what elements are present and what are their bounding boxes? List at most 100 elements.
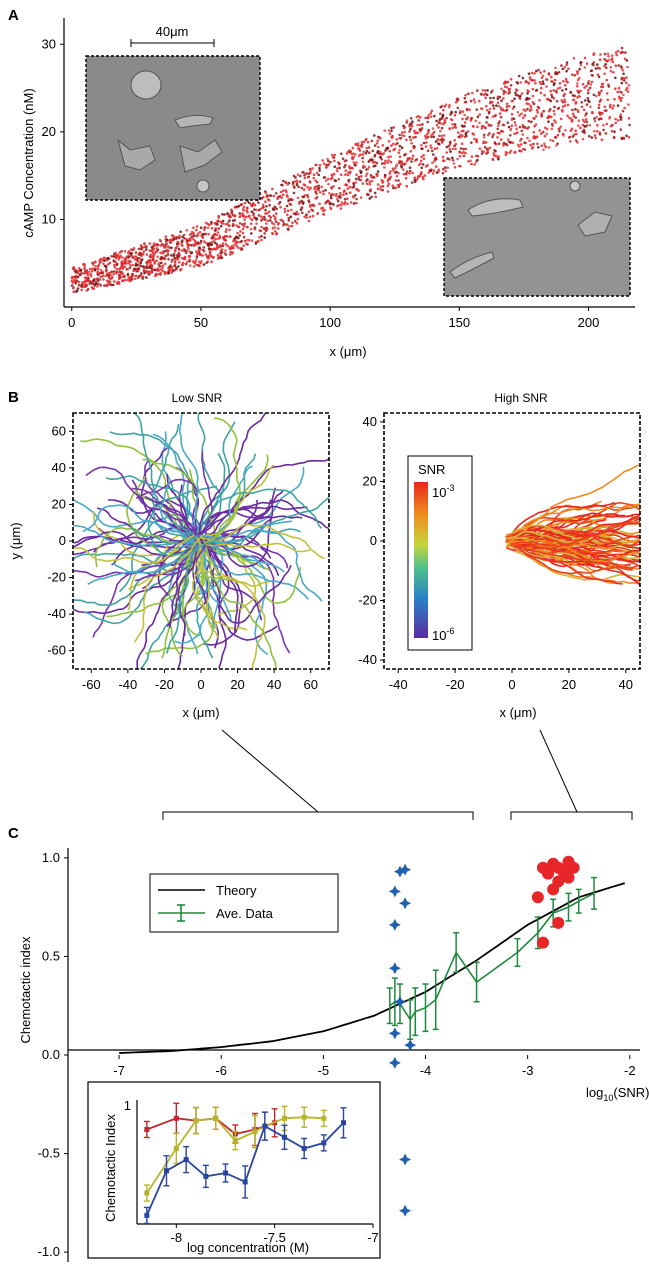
cell-track [199,466,305,539]
concentration-point [388,132,392,135]
concentration-point [583,56,587,60]
concentration-point [486,89,489,92]
concentration-point [292,174,296,178]
inset-x-tick-label: -7.5 [263,1230,285,1245]
concentration-point [235,224,238,227]
concentration-point [370,139,374,143]
concentration-point [622,72,625,76]
concentration-point [205,261,208,265]
concentration-point [150,271,153,274]
concentration-point [108,261,112,265]
concentration-point [543,69,546,73]
concentration-point [500,129,503,133]
concentration-point [238,221,242,225]
low-snr-point [388,885,401,898]
concentration-point [338,186,341,190]
concentration-point [339,173,343,176]
concentration-point [105,266,108,269]
cell-track [195,458,329,536]
concentration-point [543,93,546,97]
concentration-point [514,124,517,127]
concentration-point [202,248,205,252]
concentration-point [248,201,251,205]
concentration-point [470,162,473,166]
concentration-point [127,261,131,265]
concentration-point [113,270,116,273]
concentration-point [443,105,447,108]
concentration-point [303,172,307,176]
concentration-point [203,226,207,229]
concentration-point [164,240,168,243]
concentration-point [610,54,614,57]
concentration-point [462,150,465,154]
concentration-point [206,256,210,260]
concentration-point [218,244,221,247]
concentration-point [426,116,430,120]
concentration-point [348,165,351,168]
concentration-point [561,105,565,108]
y-tick-label: 20 [42,124,56,139]
concentration-point [96,272,99,276]
concentration-point [326,164,330,167]
concentration-point [311,214,315,218]
concentration-point [577,124,580,127]
concentration-point [526,136,529,140]
concentration-point [246,225,249,229]
concentration-point [300,206,304,209]
concentration-point [605,92,609,95]
concentration-point [113,280,116,283]
panel-c-x-label: log10(SNR) [586,1085,649,1103]
concentration-point [353,153,357,156]
concentration-point [314,179,317,182]
concentration-point [424,165,428,168]
concentration-point [579,63,583,67]
concentration-point [491,115,495,118]
concentration-point [397,179,400,182]
concentration-point [111,275,114,279]
concentration-point [146,260,150,263]
concentration-point [118,251,122,254]
concentration-point [521,123,524,127]
concentration-point [413,176,417,179]
concentration-point [333,165,337,168]
concentration-point [213,241,217,244]
concentration-point [356,142,360,145]
concentration-point [161,257,164,261]
concentration-point [480,127,484,130]
concentration-point [459,147,463,150]
concentration-point [272,223,276,226]
cell-track [82,504,198,546]
concentration-point [520,149,523,153]
concentration-point [435,123,439,127]
concentration-point [164,235,168,238]
concentration-point [530,120,533,124]
concentration-point [494,154,498,158]
low-snr-point [399,897,412,910]
concentration-point [470,155,474,158]
concentration-point [195,225,199,228]
concentration-point [411,154,415,158]
concentration-point [464,147,468,151]
concentration-point [119,254,122,258]
concentration-point [371,149,375,153]
cell-track [511,542,640,575]
concentration-point [621,109,625,113]
concentration-point [367,151,371,154]
concentration-point [133,258,137,261]
concentration-point [534,135,537,139]
concentration-point [78,267,81,270]
concentration-point [431,127,435,130]
concentration-point [617,86,621,90]
concentration-point [577,119,581,122]
concentration-point [572,112,575,116]
concentration-point [508,91,512,94]
concentration-point [346,202,349,206]
concentration-point [540,76,544,80]
concentration-point [531,87,535,91]
concentration-point [75,279,79,283]
cell-track [512,532,594,549]
concentration-point [157,262,160,266]
concentration-point [465,134,468,138]
concentration-point [280,196,284,199]
concentration-point [99,283,102,287]
